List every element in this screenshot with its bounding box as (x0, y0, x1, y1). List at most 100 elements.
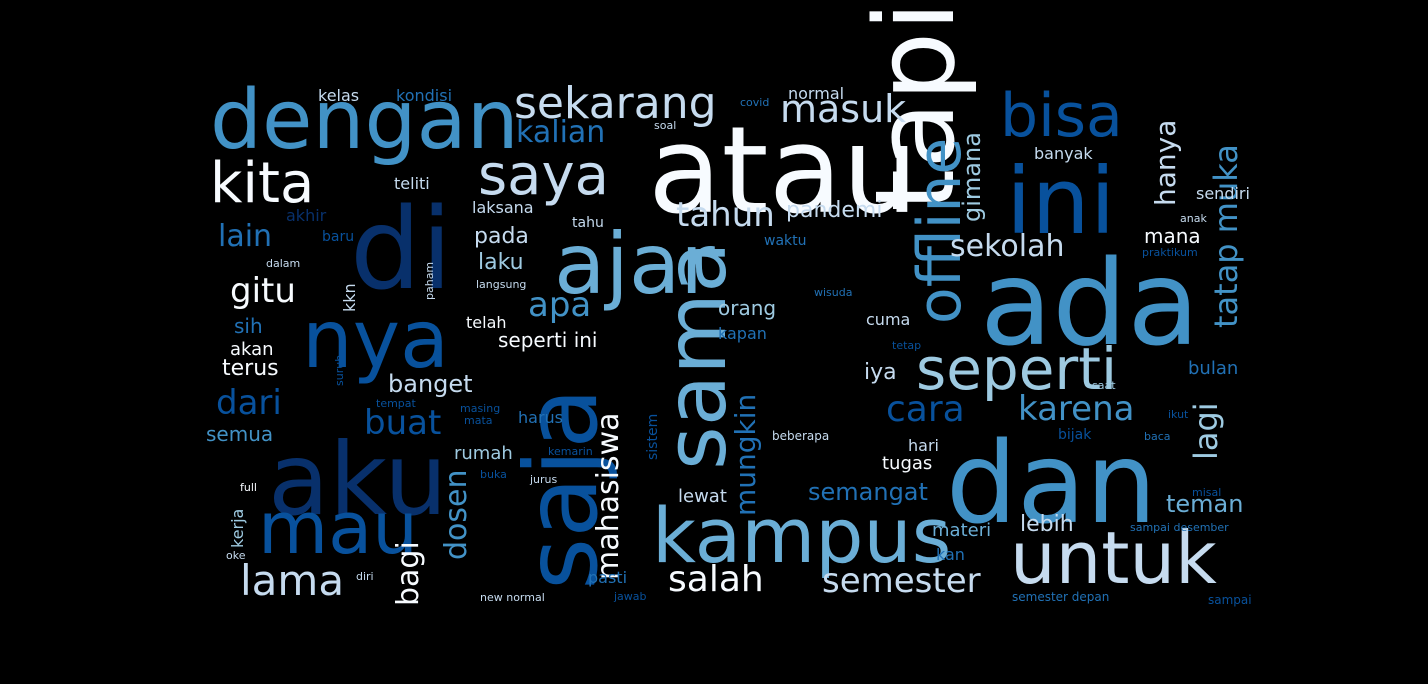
word-mau: mau (258, 486, 418, 570)
word-misal: misal (1192, 486, 1222, 499)
word-akan: akan (230, 339, 274, 360)
word-mungkin: mungkin (729, 393, 762, 516)
word-materi: materi (932, 520, 992, 541)
word-sama: sama (647, 241, 745, 470)
word-hari: hari (908, 436, 939, 455)
word-sih: sih (234, 314, 263, 338)
word-kan: kan (936, 545, 965, 564)
word-nya: nya (302, 293, 450, 386)
word-new-normal: new normal (480, 591, 545, 604)
word-dalam: dalam (266, 257, 301, 270)
word-salah: salah (668, 559, 764, 600)
word-atau: atau (648, 102, 919, 241)
word-tetap: tetap (892, 339, 922, 352)
word-sampai: sampai (1208, 593, 1252, 607)
word-bagi: bagi (391, 541, 426, 606)
word-laksana: laksana (472, 198, 534, 217)
word-pandemi: pandemi (786, 198, 883, 223)
word-apa: apa (528, 285, 592, 325)
word-harus: harus (518, 408, 563, 427)
word-mahasiswa: mahasiswa (591, 412, 626, 580)
word-untuk: untuk (1010, 516, 1217, 600)
word-lain: lain (218, 219, 273, 254)
word-seperti: seperti (916, 335, 1118, 403)
word-saat: saat (1092, 379, 1116, 392)
word-teliti: teliti (394, 174, 430, 193)
word-full: full (240, 481, 257, 494)
word-kemarin: kemarin (548, 445, 593, 458)
word-rumah: rumah (454, 443, 513, 464)
word-sekolah: sekolah (950, 229, 1065, 264)
word-ada: ada (980, 234, 1200, 372)
word-cara: cara (886, 389, 965, 430)
word-lebih: lebih (1020, 512, 1074, 537)
word-saya: saya (478, 143, 609, 208)
word-suruh: suruh (333, 354, 346, 386)
word-kerja: kerja (228, 508, 247, 548)
word-semua: semua (206, 422, 274, 446)
word-baru: baru (322, 229, 355, 245)
word-waktu: waktu (764, 233, 807, 249)
word-akhir: akhir (286, 206, 327, 225)
word-tugas: tugas (882, 453, 933, 474)
word-jurus: jurus (530, 473, 558, 486)
word-iya: iya (864, 360, 897, 385)
word-diri: diri (356, 570, 374, 583)
word-teman: teman (1166, 490, 1244, 518)
word-bijak: bijak (1058, 427, 1092, 443)
word-ajar: ajar (554, 215, 715, 313)
word-dari: dari (216, 383, 282, 423)
word-mata: mata (464, 414, 493, 427)
word-bisa: bisa (1000, 81, 1123, 151)
word-kita: kita (210, 151, 315, 216)
word-pasti: pasti (588, 568, 628, 587)
word-sekarang: sekarang (514, 78, 717, 129)
word-wisuda: wisuda (814, 286, 853, 299)
word-dosen: dosen (439, 469, 474, 561)
word-bulan: bulan (1188, 358, 1239, 379)
word-masuk: masuk (780, 87, 907, 131)
word-masing: masing (460, 402, 501, 415)
word-beberapa: beberapa (772, 429, 830, 443)
word-aku: aku (268, 421, 448, 538)
word-kalian: kalian (516, 115, 606, 150)
word-tahun: tahun (676, 195, 775, 235)
word-pada: pada (474, 224, 529, 249)
word-dengan: dengan (210, 73, 519, 168)
word-telah: telah (466, 313, 507, 332)
word-dan: dan (946, 419, 1157, 549)
word-kampus: kampus (652, 491, 952, 580)
word-buka: buka (480, 468, 507, 481)
word-buat: buat (364, 403, 442, 443)
word-banget: banget (388, 370, 473, 398)
word-paham: paham (423, 261, 436, 300)
word-oke: oke (226, 549, 246, 562)
word-soal: soal (654, 119, 677, 132)
word-kelas: kelas (318, 86, 360, 105)
word-normal: normal (788, 84, 845, 103)
word-baca: baca (1144, 430, 1171, 443)
word-lewat: lewat (678, 486, 727, 507)
word-seperti-ini: seperti ini (498, 328, 598, 352)
word-lagi: lagi (1187, 402, 1225, 460)
word-kapan: kapan (718, 324, 767, 343)
word-sendiri: sendiri (1196, 184, 1250, 203)
word-sistem: sistem (645, 413, 661, 460)
word-gitu: gitu (230, 271, 296, 311)
word-sampai-desember: sampai desember (1130, 521, 1229, 534)
word-jawab: jawab (614, 590, 647, 603)
word-langsung: langsung (476, 278, 527, 291)
word-terus: terus (222, 356, 279, 381)
word-gimana: gimana (958, 132, 986, 222)
word-hanya: hanya (1149, 119, 1182, 206)
word-anak: anak (1180, 212, 1207, 225)
word-karena: karena (1018, 389, 1135, 429)
word-banyak: banyak (1034, 144, 1093, 163)
word-tahu: tahu (572, 215, 604, 231)
word-ini: ini (1006, 148, 1116, 255)
word-covid: covid (740, 96, 770, 109)
word-kkn: kkn (340, 283, 359, 312)
word-semester-depan: semester depan (1012, 590, 1110, 604)
word-orang: orang (718, 296, 777, 320)
